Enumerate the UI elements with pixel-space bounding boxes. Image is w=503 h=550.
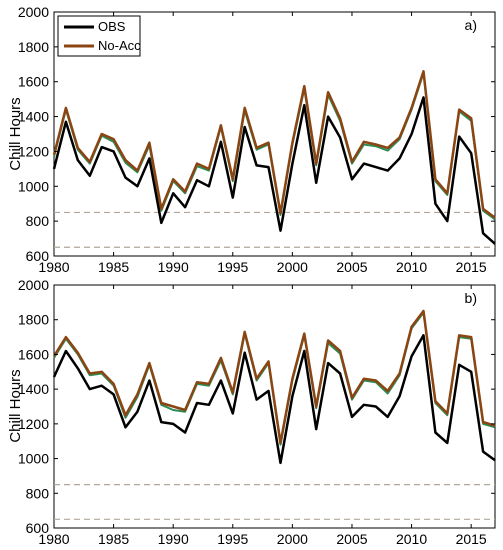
- x-axis: 1980 1985 1990 1995 2000 2005 2010 2015: [38, 12, 487, 275]
- y-tick-label: 800: [26, 485, 50, 501]
- y-axis: 600 800 1000 1200 1400 1600 1800 2000: [18, 4, 495, 264]
- x-tick-label: 1985: [98, 531, 129, 547]
- x-tick-label: 1995: [217, 531, 248, 547]
- panel-label: b): [465, 290, 477, 306]
- x-tick-label: 1990: [158, 531, 189, 547]
- x-tick-label: 2000: [277, 259, 308, 275]
- reference-lines: [54, 484, 495, 520]
- legend-label-obs: OBS: [98, 19, 126, 34]
- x-tick-label: 2010: [396, 531, 427, 547]
- y-axis-label: Chill Hours: [7, 97, 24, 170]
- panel-label: a): [465, 17, 477, 33]
- series-layer: [52, 309, 496, 465]
- panel-b: b) Chill Hours 1980 1985 1990 1995 2000 2005 2…: [7, 277, 496, 547]
- y-tick-label: 1000: [18, 178, 49, 194]
- y-tick-label: 600: [26, 520, 50, 536]
- x-tick-label: 2005: [336, 259, 367, 275]
- x-tick-label: 2015: [456, 531, 487, 547]
- y-tick-label: 2000: [18, 277, 49, 293]
- x-tick-label: 2015: [456, 259, 487, 275]
- y-tick-label: 1400: [18, 381, 49, 397]
- series-line-no-acc: [52, 309, 496, 445]
- legend: OBS No-Acc: [57, 15, 141, 57]
- x-tick-label: 2005: [336, 531, 367, 547]
- y-tick-label: 1200: [18, 416, 49, 432]
- x-axis: 1980 1985 1990 1995 2000 2005 2010 2015: [38, 285, 487, 547]
- y-tick-label: 1800: [18, 39, 49, 55]
- legend-box: [57, 15, 141, 57]
- y-tick-label: 1800: [18, 312, 49, 328]
- y-tick-label: 2000: [18, 4, 49, 20]
- x-tick-label: 1980: [38, 531, 69, 547]
- legend-label-no-acc: No-Acc: [98, 38, 141, 53]
- y-tick-label: 800: [26, 213, 50, 229]
- series-line-obs: [52, 96, 496, 245]
- y-tick-label: 1600: [18, 346, 49, 362]
- panel-a: a) Chill Hours 1980 1985 1990 1995 2000 2005 2…: [7, 4, 496, 275]
- reference-lines: [54, 211, 495, 248]
- x-tick-label: 1985: [98, 259, 129, 275]
- x-tick-label: 1980: [38, 259, 69, 275]
- y-tick-label: 600: [26, 248, 50, 264]
- series-line-obs: [52, 334, 496, 465]
- y-tick-label: 1400: [18, 109, 49, 125]
- x-tick-label: 2010: [396, 259, 427, 275]
- y-axis-label: Chill Hours: [7, 369, 24, 442]
- y-axis: 600 800 1000 1200 1400 1600 1800 2000: [18, 277, 495, 536]
- x-tick-label: 1995: [217, 259, 248, 275]
- y-tick-label: 1600: [18, 74, 49, 90]
- x-tick-label: 2000: [277, 531, 308, 547]
- series-layer: [52, 70, 496, 245]
- series-line-no-acc: [52, 70, 496, 219]
- y-tick-label: 1000: [18, 451, 49, 467]
- x-tick-label: 1990: [158, 259, 189, 275]
- y-tick-label: 1200: [18, 143, 49, 159]
